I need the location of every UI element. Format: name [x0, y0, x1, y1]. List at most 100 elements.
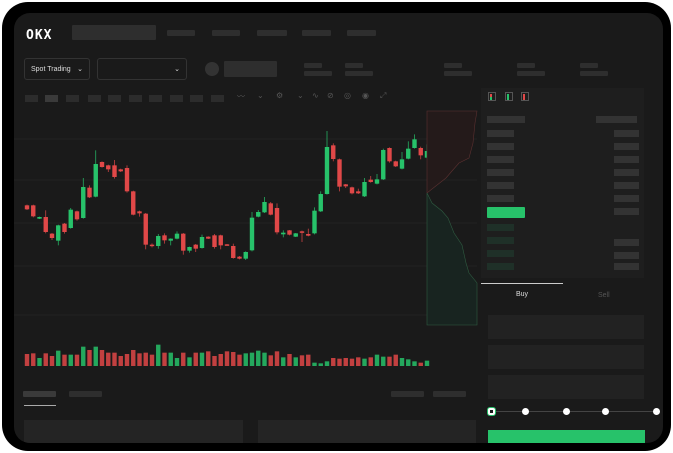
candle[interactable] [99, 162, 105, 167]
timeframe-9[interactable] [190, 95, 203, 102]
candle[interactable] [356, 191, 361, 194]
candle[interactable] [106, 165, 111, 170]
candle[interactable] [118, 169, 123, 172]
candle[interactable] [243, 252, 248, 259]
candle[interactable] [287, 230, 292, 235]
candle[interactable] [156, 236, 161, 246]
orderbook-buy-icon[interactable] [505, 92, 513, 101]
candle[interactable] [237, 256, 242, 259]
candle[interactable] [262, 202, 267, 213]
candle[interactable] [274, 208, 280, 233]
timeframe-4[interactable] [88, 95, 101, 102]
spot-trading-dropdown[interactable]: Spot Trading ⌄ [24, 58, 90, 80]
candle[interactable] [68, 209, 73, 228]
candlestick-chart[interactable] [14, 13, 663, 443]
slider-step-50[interactable] [563, 408, 570, 415]
bottom-filter-2[interactable] [433, 391, 466, 397]
pair-dropdown[interactable]: ⌄ [97, 58, 187, 80]
timeframe-8[interactable] [170, 95, 183, 102]
candle[interactable] [199, 237, 205, 248]
slider-step-25[interactable] [522, 408, 529, 415]
candle[interactable] [218, 235, 223, 246]
target-icon[interactable]: ◉ [362, 91, 369, 100]
candle[interactable] [293, 233, 298, 237]
candle[interactable] [131, 191, 136, 215]
chevron-down-icon[interactable]: ⌄ [257, 91, 264, 100]
timeframe-10[interactable] [211, 95, 224, 102]
candle[interactable] [193, 244, 198, 249]
candle[interactable] [206, 236, 211, 239]
candle[interactable] [37, 217, 42, 219]
amount-input[interactable] [488, 345, 644, 369]
candle[interactable] [174, 233, 180, 239]
orderbook-both-icon[interactable] [488, 92, 496, 101]
candle[interactable] [306, 234, 311, 236]
timeframe-6[interactable] [129, 95, 142, 102]
candle[interactable] [31, 205, 36, 217]
slider-step-100[interactable] [653, 408, 660, 415]
tab-sell[interactable]: Sell [598, 292, 610, 299]
nav-item-1[interactable] [167, 30, 195, 36]
candle[interactable] [393, 161, 398, 167]
candle[interactable] [268, 203, 273, 215]
candle[interactable] [349, 187, 355, 194]
candle[interactable] [324, 147, 330, 194]
buy-button[interactable] [488, 430, 645, 443]
bottom-tab-orders[interactable] [23, 391, 56, 397]
bottom-tab-history[interactable] [69, 391, 102, 397]
candle[interactable] [93, 164, 98, 197]
draw-icon[interactable]: ⊘ [327, 91, 334, 100]
candle[interactable] [249, 217, 255, 251]
amount-slider[interactable] [492, 411, 660, 412]
candle[interactable] [24, 205, 30, 210]
nav-item-5[interactable] [347, 30, 376, 36]
candle[interactable] [374, 179, 380, 184]
candle[interactable] [149, 244, 155, 247]
candle[interactable] [381, 150, 386, 180]
candle[interactable] [81, 187, 86, 218]
price-input[interactable] [488, 315, 644, 339]
candle[interactable] [412, 139, 417, 148]
line-icon[interactable]: ∿ [312, 91, 319, 100]
candle[interactable] [299, 231, 305, 233]
candle[interactable] [399, 159, 405, 169]
candle[interactable] [162, 235, 167, 241]
candle[interactable] [43, 217, 48, 232]
candle[interactable] [368, 179, 373, 182]
candle[interactable] [181, 233, 186, 251]
candle[interactable] [187, 247, 192, 251]
timeframe-2[interactable] [45, 95, 58, 102]
fullscreen-icon[interactable]: ⤢ [380, 91, 387, 100]
candle[interactable] [318, 194, 323, 212]
candle[interactable] [281, 232, 286, 235]
candle[interactable] [256, 212, 261, 217]
candle[interactable] [331, 145, 336, 159]
candle[interactable] [406, 148, 411, 159]
slider-handle[interactable] [488, 408, 495, 415]
timeframe-3[interactable] [66, 95, 79, 102]
nav-item-3[interactable] [257, 30, 287, 36]
nav-item-4[interactable] [302, 30, 331, 36]
timeframe-7[interactable] [149, 95, 162, 102]
indicator-icon[interactable]: 〰 [237, 92, 245, 101]
candle[interactable] [56, 225, 61, 241]
candle[interactable] [124, 168, 130, 192]
total-input[interactable] [488, 375, 644, 399]
candle[interactable] [231, 246, 236, 258]
candle[interactable] [74, 211, 80, 220]
settings-icon[interactable]: ⚙ [276, 91, 284, 100]
candle[interactable] [387, 148, 392, 162]
bottom-filter-1[interactable] [391, 391, 424, 397]
candle[interactable] [337, 159, 342, 187]
candle[interactable] [312, 210, 317, 234]
candle[interactable] [362, 182, 367, 197]
timeframe-1[interactable] [25, 95, 38, 102]
candle[interactable] [137, 211, 142, 214]
candle[interactable] [168, 238, 173, 241]
nav-item-2[interactable] [212, 30, 240, 36]
orderbook-sell-icon[interactable] [521, 92, 529, 101]
candle[interactable] [343, 184, 348, 187]
candle[interactable] [112, 165, 117, 177]
candle[interactable] [212, 235, 217, 247]
candle[interactable] [224, 244, 230, 246]
